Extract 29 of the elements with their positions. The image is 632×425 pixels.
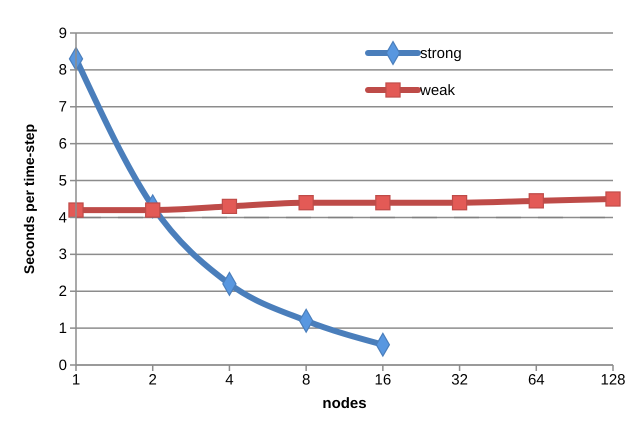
y-tick-label: 8: [58, 62, 67, 79]
y-tick-label: 2: [58, 283, 67, 300]
x-tick-label: 128: [600, 372, 626, 389]
y-tick-label: 4: [58, 209, 67, 226]
point: [452, 195, 468, 210]
x-tick-label: 32: [451, 372, 468, 389]
legend-label: weak: [419, 82, 456, 99]
legend-label: strong: [420, 45, 462, 62]
y-tick-label: 6: [58, 135, 67, 152]
x-tick-label: 8: [302, 372, 310, 389]
point: [298, 195, 314, 210]
y-tick-label: 3: [58, 246, 67, 264]
x-tick-label: 1: [72, 372, 80, 389]
x-tick-label: 16: [374, 372, 392, 389]
x-axis-title: nodes: [322, 395, 367, 412]
point: [605, 191, 621, 207]
y-tick-label: 5: [58, 172, 67, 190]
y-tick-label: 0: [58, 356, 67, 374]
point: [375, 195, 391, 210]
x-tick-label: 4: [225, 372, 234, 389]
x-tick-label: 2: [148, 372, 157, 389]
point: [222, 198, 238, 214]
y-tick-label: 9: [58, 24, 67, 42]
y-tick-label: 1: [58, 320, 67, 337]
point: [145, 202, 160, 218]
x-tick-label: 64: [528, 372, 545, 389]
y-tick-label: 7: [58, 98, 67, 116]
point: [528, 193, 544, 209]
y-axis-title: Seconds per time-step: [21, 124, 37, 274]
